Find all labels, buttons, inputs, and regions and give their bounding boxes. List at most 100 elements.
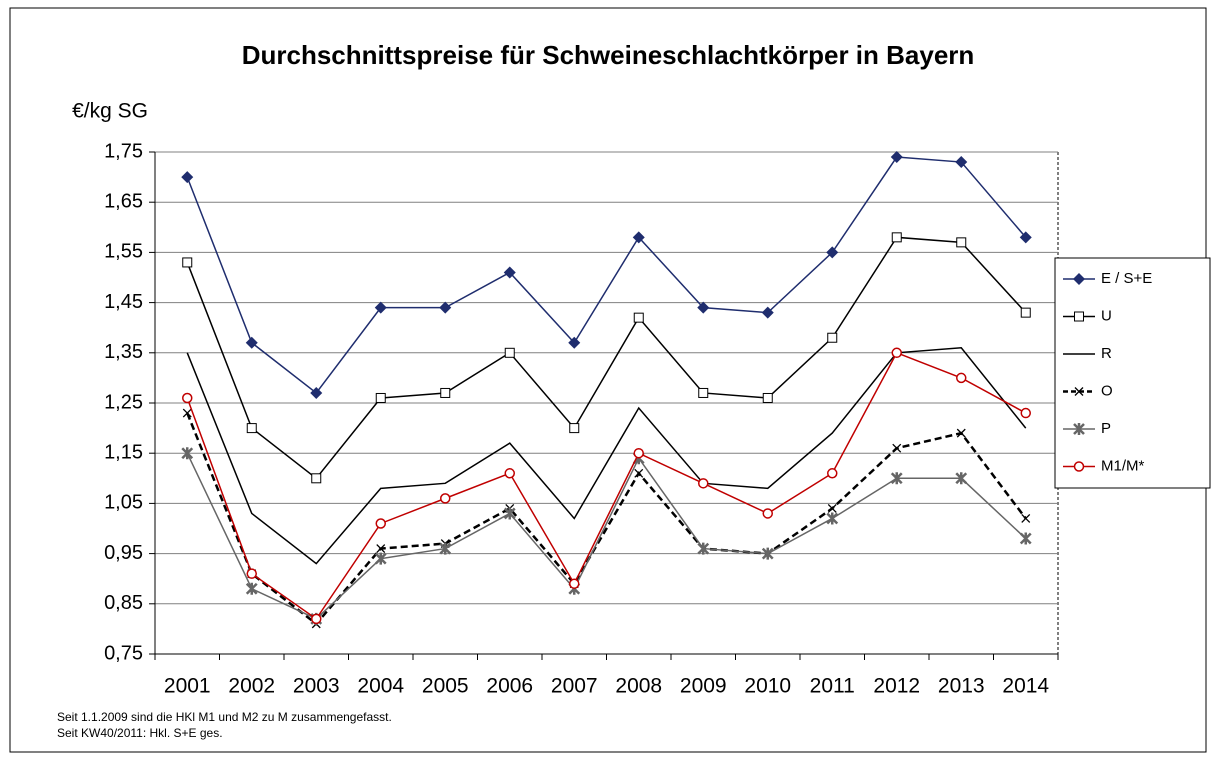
marker (956, 237, 967, 248)
marker (1019, 532, 1032, 545)
y-tick-label: 1,15 (104, 441, 143, 463)
y-axis-label: €/kg SG (72, 100, 148, 123)
marker (697, 542, 710, 555)
x-tick-label: 2014 (1002, 675, 1049, 698)
marker (698, 478, 709, 489)
y-tick-label: 1,35 (104, 341, 143, 363)
legend-label: O (1101, 382, 1113, 399)
x-tick-label: 2006 (486, 675, 533, 698)
line (186, 452, 1027, 620)
marker (439, 301, 452, 314)
legend-label: R (1101, 345, 1112, 362)
marker (376, 544, 386, 554)
marker (891, 347, 902, 359)
marker (827, 503, 837, 513)
legend-label: E / S+E (1101, 270, 1152, 287)
legend-label: M1/M* (1101, 457, 1145, 474)
y-tick-label: 1,25 (104, 391, 143, 413)
marker (503, 266, 516, 279)
marker (1021, 514, 1031, 523)
marker (632, 231, 645, 244)
chart-frame (9, 7, 1207, 753)
legend-label: P (1101, 420, 1111, 437)
y-tick-label: 0,85 (104, 592, 143, 614)
marker (245, 336, 258, 349)
marker (1074, 387, 1084, 396)
legend-label: U (1101, 307, 1112, 324)
y-tick-label: 1,45 (104, 291, 143, 313)
marker (440, 387, 451, 398)
x-tick-label: 2004 (357, 675, 404, 698)
line (186, 351, 1027, 620)
marker (633, 312, 644, 323)
marker (1074, 311, 1084, 322)
y-tick-label: 1,55 (104, 241, 143, 263)
marker (181, 447, 194, 460)
y-tick-label: 1,75 (104, 140, 143, 162)
x-tick-label: 2002 (228, 675, 275, 698)
marker (374, 552, 387, 565)
marker (182, 408, 192, 418)
marker (634, 468, 644, 478)
marker (698, 387, 709, 398)
marker (827, 332, 838, 343)
marker (504, 347, 515, 358)
marker (311, 613, 322, 625)
marker (246, 568, 257, 579)
marker (697, 301, 710, 314)
y-tick-label: 0,95 (104, 542, 143, 564)
marker (569, 578, 580, 589)
marker (826, 246, 839, 259)
x-tick-label: 2011 (810, 675, 855, 698)
marker (761, 547, 774, 560)
marker (761, 306, 774, 319)
marker (374, 301, 387, 314)
marker (504, 468, 515, 479)
marker (891, 232, 902, 243)
marker (310, 386, 323, 399)
x-tick-label: 2003 (293, 675, 340, 698)
marker (1019, 231, 1032, 244)
marker (1020, 307, 1031, 318)
marker (956, 372, 967, 384)
y-tick-label: 0,75 (104, 642, 143, 664)
marker (1073, 273, 1085, 285)
line (186, 156, 1027, 395)
y-tick-label: 1,05 (104, 492, 143, 514)
marker (826, 512, 839, 525)
marker (827, 468, 838, 479)
marker (375, 518, 386, 529)
marker (892, 443, 902, 453)
marker (182, 257, 193, 268)
y-tick-label: 1,65 (104, 190, 143, 212)
x-tick-label: 2005 (422, 675, 469, 698)
line (186, 347, 1027, 565)
marker (890, 472, 903, 485)
marker (762, 508, 773, 519)
x-tick-label: 2013 (938, 675, 985, 698)
marker (955, 156, 968, 169)
marker (440, 493, 451, 504)
note: Seit 1.1.2009 sind die HKl M1 und M2 zu … (57, 710, 392, 724)
x-tick-label: 2007 (551, 675, 598, 698)
line (186, 412, 1027, 626)
marker (955, 472, 968, 485)
marker (245, 582, 258, 595)
note: Seit KW40/2011: Hkl. S+E ges. (57, 726, 223, 740)
legend-box (1054, 257, 1211, 489)
marker (503, 507, 516, 520)
marker (182, 392, 193, 404)
x-tick-label: 2009 (680, 675, 727, 698)
marker (762, 392, 773, 403)
marker (956, 428, 966, 438)
marker (311, 473, 322, 484)
x-tick-label: 2008 (615, 675, 662, 698)
marker (375, 392, 386, 403)
x-tick-label: 2010 (744, 675, 791, 698)
line (186, 236, 1027, 480)
marker (890, 151, 903, 164)
marker (246, 423, 257, 434)
marker (633, 447, 644, 459)
marker (1020, 407, 1031, 419)
